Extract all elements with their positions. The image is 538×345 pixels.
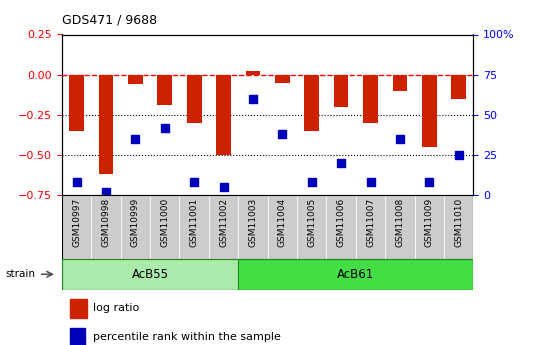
Bar <box>334 75 349 107</box>
Text: log ratio: log ratio <box>93 304 139 314</box>
Bar <box>238 195 268 259</box>
Point <box>102 189 110 195</box>
Point <box>249 96 257 101</box>
Bar <box>150 195 180 259</box>
Text: GSM11008: GSM11008 <box>395 198 405 247</box>
Bar <box>385 195 415 259</box>
Point <box>190 179 199 185</box>
Text: GSM11000: GSM11000 <box>160 198 169 247</box>
Bar <box>121 195 150 259</box>
Text: GSM10997: GSM10997 <box>72 198 81 247</box>
Text: GSM11005: GSM11005 <box>307 198 316 247</box>
Text: GSM10998: GSM10998 <box>102 198 110 247</box>
Point <box>425 179 434 185</box>
Bar <box>209 195 238 259</box>
Bar <box>422 75 437 147</box>
Text: GSM11002: GSM11002 <box>219 198 228 247</box>
Text: GDS471 / 9688: GDS471 / 9688 <box>62 14 157 27</box>
Bar <box>98 75 114 174</box>
Bar <box>297 195 327 259</box>
Point <box>337 160 345 166</box>
Text: AcB61: AcB61 <box>337 268 374 281</box>
Bar <box>444 195 473 259</box>
Bar <box>216 75 231 155</box>
Text: GSM11007: GSM11007 <box>366 198 375 247</box>
Text: strain: strain <box>5 269 36 279</box>
Bar <box>451 75 466 99</box>
Point <box>160 125 169 130</box>
Text: GSM10999: GSM10999 <box>131 198 140 247</box>
Bar <box>246 71 260 75</box>
Bar <box>393 75 407 91</box>
Text: GSM11006: GSM11006 <box>337 198 345 247</box>
Bar <box>70 299 87 318</box>
Bar <box>363 75 378 123</box>
Text: GSM11010: GSM11010 <box>454 198 463 247</box>
Bar <box>356 195 385 259</box>
Point <box>278 131 287 137</box>
Bar <box>267 195 297 259</box>
Point <box>307 179 316 185</box>
Point <box>72 179 81 185</box>
Point <box>455 152 463 158</box>
Point <box>131 136 140 141</box>
Text: GSM11001: GSM11001 <box>190 198 199 247</box>
Bar <box>62 195 91 259</box>
Bar <box>158 75 172 105</box>
Bar <box>70 328 84 345</box>
Point <box>366 179 375 185</box>
Bar <box>415 195 444 259</box>
Text: percentile rank within the sample: percentile rank within the sample <box>93 332 281 342</box>
Bar <box>275 75 289 82</box>
Bar <box>69 75 84 131</box>
Text: AcB55: AcB55 <box>132 268 168 281</box>
Bar <box>327 195 356 259</box>
Bar <box>305 75 319 131</box>
Text: GSM11003: GSM11003 <box>249 198 258 247</box>
Bar <box>238 259 473 290</box>
Text: GSM11004: GSM11004 <box>278 198 287 247</box>
Point <box>220 184 228 190</box>
Point <box>395 136 404 141</box>
Bar <box>187 75 202 123</box>
Bar <box>91 195 121 259</box>
Bar <box>180 195 209 259</box>
Bar <box>128 75 143 84</box>
Text: GSM11009: GSM11009 <box>425 198 434 247</box>
Bar <box>62 259 238 290</box>
